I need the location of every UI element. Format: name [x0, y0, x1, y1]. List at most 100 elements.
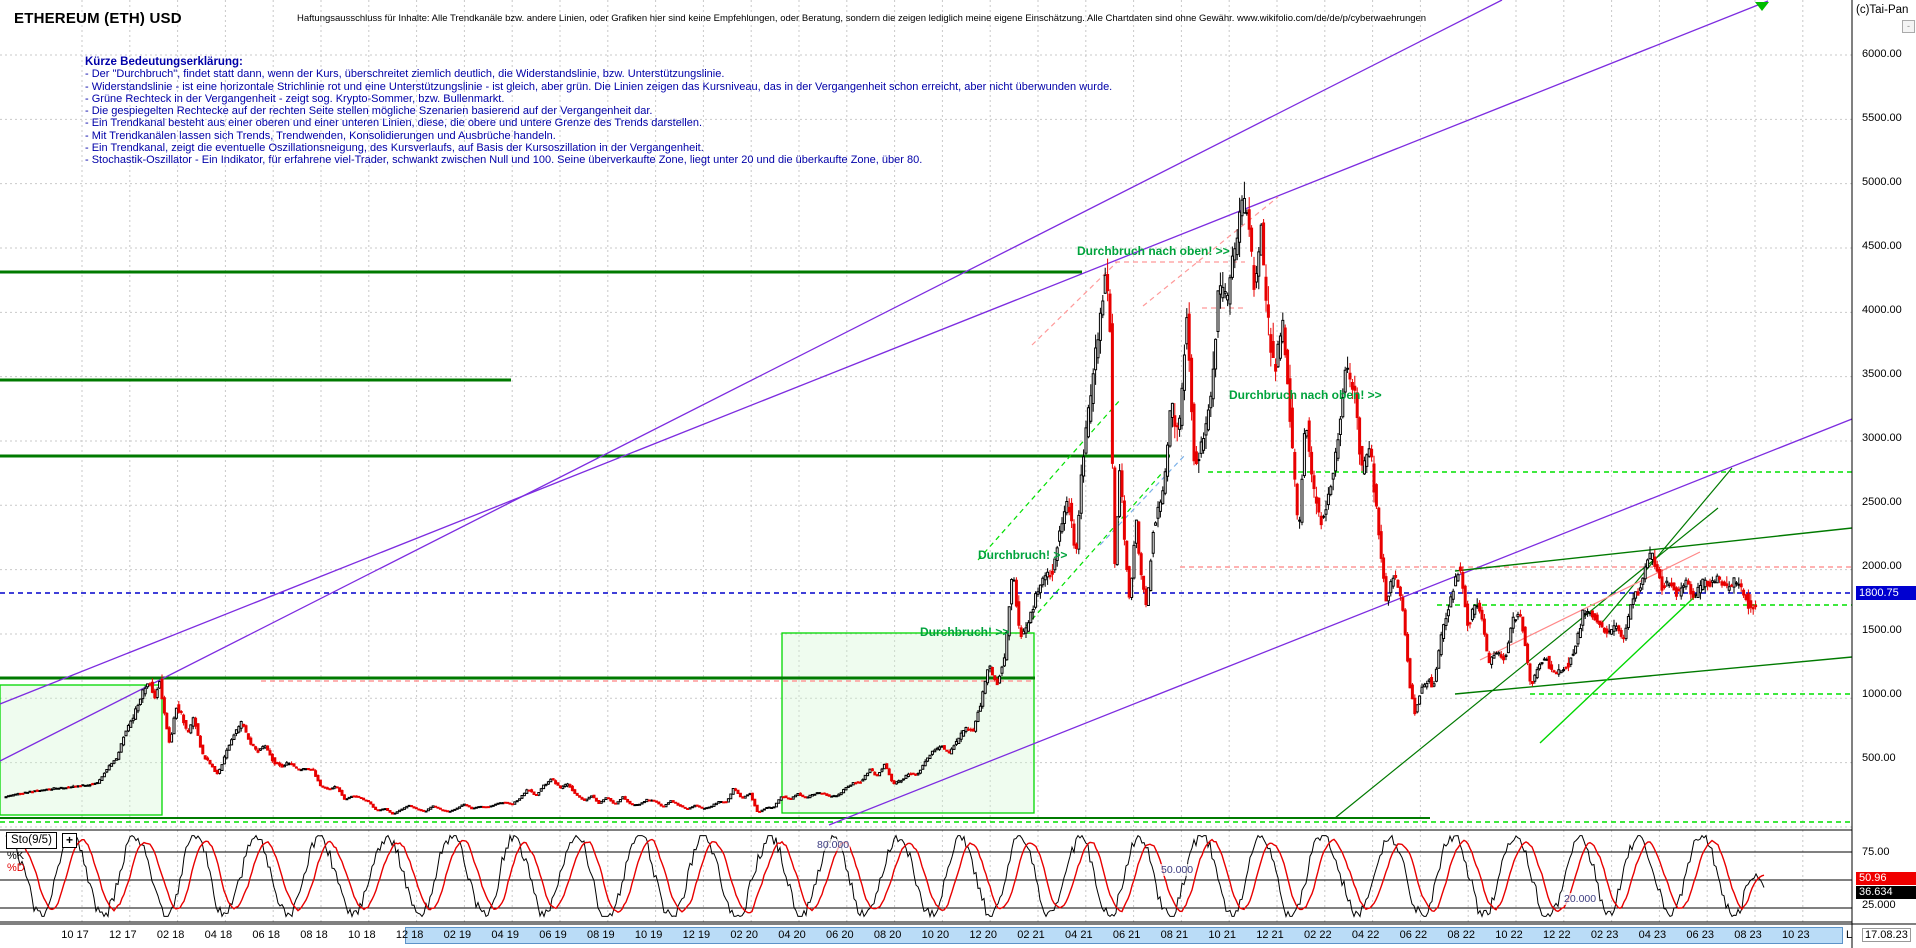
sto-indicator-button[interactable]: Sto(9/5) [6, 832, 57, 849]
date-tick-08-21: 08 21 [1160, 929, 1189, 941]
copyright-label: (c)Tai-Pan [1856, 4, 1909, 16]
channel-solid [0, 0, 1769, 705]
sto-d-line [6, 834, 1765, 914]
mirror-dash [977, 399, 1121, 561]
breakout-annotation-3: Durchbruch! >> [978, 548, 1068, 562]
channel-solid [828, 418, 1853, 826]
date-tick-06-23: 06 23 [1686, 929, 1714, 941]
date-tick-10-21: 10 21 [1208, 929, 1236, 941]
explanation-line-7: - Ein Trendkanal, zeigt die eventuelle O… [85, 142, 704, 155]
date-tick-10-19: 10 19 [634, 929, 663, 941]
sto-k-label: %K [7, 850, 25, 862]
date-tick-04-23: 04 23 [1638, 929, 1667, 941]
date-tick-04-20: 04 20 [778, 929, 806, 941]
sto-k-value-chip: 36.634 [1856, 886, 1916, 899]
date-tick-06-21: 06 21 [1112, 929, 1141, 941]
date-tick-04-19: 04 19 [491, 929, 519, 941]
explanation-block: Kürze Bedeutungserklärung: - Der "Durchbr… [85, 56, 1112, 167]
price-tick-1500.00: 1500.00 [1862, 624, 1902, 636]
date-tick-06-22: 06 22 [1399, 929, 1428, 941]
channel-solid [1539, 585, 1707, 744]
date-tick-02-22: 02 22 [1304, 929, 1332, 941]
sto-tick-75.00: 75.00 [1862, 846, 1890, 858]
date-tick-12-20: 12 20 [969, 929, 997, 941]
date-tick-08-18: 08 18 [300, 929, 328, 941]
date-tick-08-22: 08 22 [1447, 929, 1475, 941]
last-date-label: 17.08.23 [1862, 928, 1911, 942]
date-tick-06-20: 06 20 [826, 929, 854, 941]
last-price-chip: 1800.75 [1856, 586, 1916, 600]
date-axis: 10 17 12 17 02 18 04 18 06 18 08 18 10 18 12 18… [0, 925, 1916, 948]
channel-solid [1599, 467, 1733, 626]
date-tick-04-22: 04 22 [1351, 929, 1380, 941]
krypto-sommer-rect [781, 632, 1035, 814]
explanation-line-6: - Mit Trendkanälen lassen sich Trends, T… [85, 129, 556, 142]
breakout-annotation-1: Durchbruch nach oben! >> [1077, 244, 1230, 258]
price-tick-6000.00: 6000.00 [1862, 48, 1902, 60]
sto-inline-20.000: 20.000 [1563, 893, 1598, 905]
date-tick-12-19: 12 19 [682, 929, 711, 941]
candles-up-bodies [4, 198, 1741, 815]
sto-tick-25.000: 25.000 [1862, 899, 1896, 911]
channel-solid [1334, 507, 1719, 819]
date-tick-02-18: 02 18 [156, 929, 185, 941]
price-tick-5500.00: 5500.00 [1862, 112, 1902, 124]
collapse-icon[interactable]: - [1902, 20, 1915, 33]
date-tick-08-23: 08 23 [1734, 929, 1762, 941]
date-tick-12-17: 12 17 [109, 929, 137, 941]
price-tick-5000.00: 5000.00 [1862, 176, 1902, 188]
explanation-line-3: - Grüne Rechteck in der Vergangenheit - … [85, 92, 505, 105]
price-tick-3000.00: 3000.00 [1862, 432, 1902, 444]
last-flag-label: L [1846, 929, 1853, 941]
price-tick-4500.00: 4500.00 [1862, 240, 1902, 252]
date-tick-02-19: 02 19 [443, 929, 472, 941]
date-tick-10-17: 10 17 [61, 929, 89, 941]
sto-d-value-chip: 50.96 [1856, 872, 1916, 885]
explanation-line-5: - Ein Trendkanal besteht aus einer obere… [85, 117, 703, 130]
date-tick-02-21: 02 21 [1017, 929, 1045, 941]
price-tick-4000.00: 4000.00 [1862, 304, 1902, 316]
trend-solid [1479, 551, 1701, 661]
sto-k-line [5, 833, 1765, 919]
price-tick-2000.00: 2000.00 [1862, 560, 1902, 572]
breakout-annotation-2: Durchbruch nach oben! >> [1229, 388, 1382, 402]
mirror-dash [1142, 196, 1279, 307]
breakout-annotation-4: Durchbruch! >> [920, 625, 1010, 639]
instrument-title: ETHEREUM (ETH) USD [14, 10, 182, 27]
sto-d-label: %D [7, 862, 25, 874]
sto-inline-50.000: 50.000 [1160, 864, 1195, 876]
date-tick-12-21: 12 21 [1256, 929, 1284, 941]
explanation-line-2: - Widerstandslinie - ist eine horizontal… [85, 80, 1113, 93]
date-tick-08-19: 08 19 [587, 929, 615, 941]
date-tick-04-18: 04 18 [204, 929, 233, 941]
date-tick-02-23: 02 23 [1590, 929, 1619, 941]
mirror-dash [1031, 261, 1118, 346]
trend-end-triangle-icon [1755, 2, 1769, 11]
channel-solid [1454, 527, 1853, 572]
date-range-scrollbar[interactable] [405, 927, 1843, 944]
date-tick-10-22: 10 22 [1495, 929, 1523, 941]
price-tick-500.00: 500.00 [1862, 752, 1896, 764]
date-tick-10-18: 10 18 [348, 929, 376, 941]
sto-inline-80.000: 80.000 [816, 839, 851, 851]
channel-solid [1454, 656, 1853, 695]
disclaimer-text: Haftungsausschluss für Inhalte: Alle Tre… [297, 13, 1427, 24]
date-tick-12-22: 12 22 [1543, 929, 1571, 941]
date-tick-12-18: 12 18 [395, 929, 424, 941]
explanation-line-8: - Stochastik-Oszillator - Ein Indikator,… [85, 154, 923, 167]
date-tick-04-21: 04 21 [1065, 929, 1093, 941]
channel-solid [0, 0, 1503, 762]
candles-down-bodies [18, 209, 1758, 815]
date-tick-10-23: 10 23 [1782, 929, 1810, 941]
date-tick-08-20: 08 20 [873, 929, 902, 941]
gridlines [0, 0, 1852, 922]
sto-add-icon[interactable]: + [62, 833, 77, 848]
date-tick-06-18: 06 18 [252, 929, 280, 941]
price-tick-1000.00: 1000.00 [1862, 688, 1902, 700]
date-tick-02-20: 02 20 [730, 929, 758, 941]
price-tick-3500.00: 3500.00 [1862, 368, 1902, 380]
explanation-line-4: - Die gespiegelten Rechtecke auf der rec… [85, 105, 653, 118]
date-tick-06-19: 06 19 [539, 929, 567, 941]
